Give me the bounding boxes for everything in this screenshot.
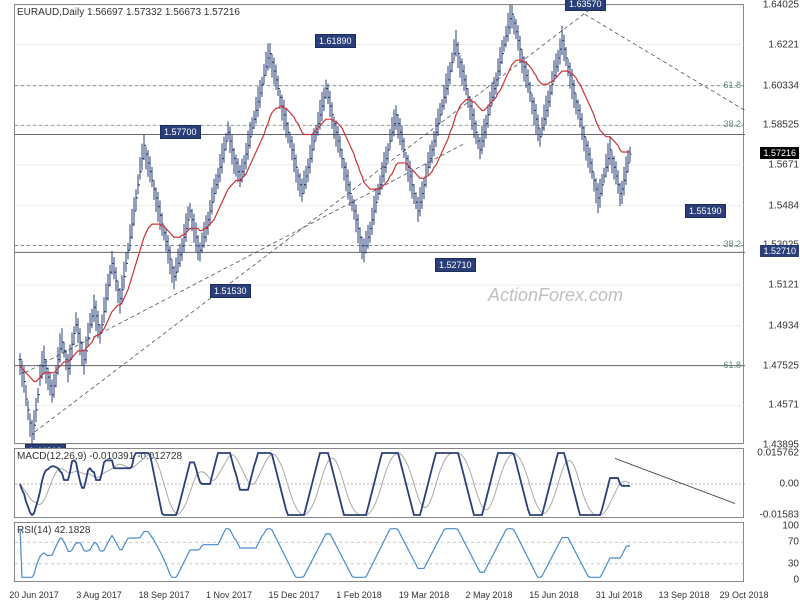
macd-svg xyxy=(15,449,745,519)
macd-chart: MACD(12,26,9) -0.010391 -0.012728 -0.015… xyxy=(14,448,744,518)
rsi-y-axis: 03070100 xyxy=(745,523,799,581)
watermark: ActionForex.com xyxy=(488,285,623,306)
rsi-chart: RSI(14) 42.1828 03070100 xyxy=(14,522,744,582)
current-price-tag: 1.57216 xyxy=(760,147,799,159)
macd-y-axis: -0.015830.000.015762 xyxy=(745,449,799,517)
main-chart-svg xyxy=(15,5,745,445)
level-marker: 1.52710 xyxy=(760,245,799,257)
main-price-chart: EURAUD,Daily 1.56697 1.57332 1.56673 1.5… xyxy=(14,4,744,444)
x-axis: 20 Jun 20173 Aug 201718 Sep 20171 Nov 20… xyxy=(14,584,744,600)
main-y-axis: 1.438951.45711.475251.49341.51211.530251… xyxy=(745,5,799,443)
rsi-svg xyxy=(15,523,745,583)
